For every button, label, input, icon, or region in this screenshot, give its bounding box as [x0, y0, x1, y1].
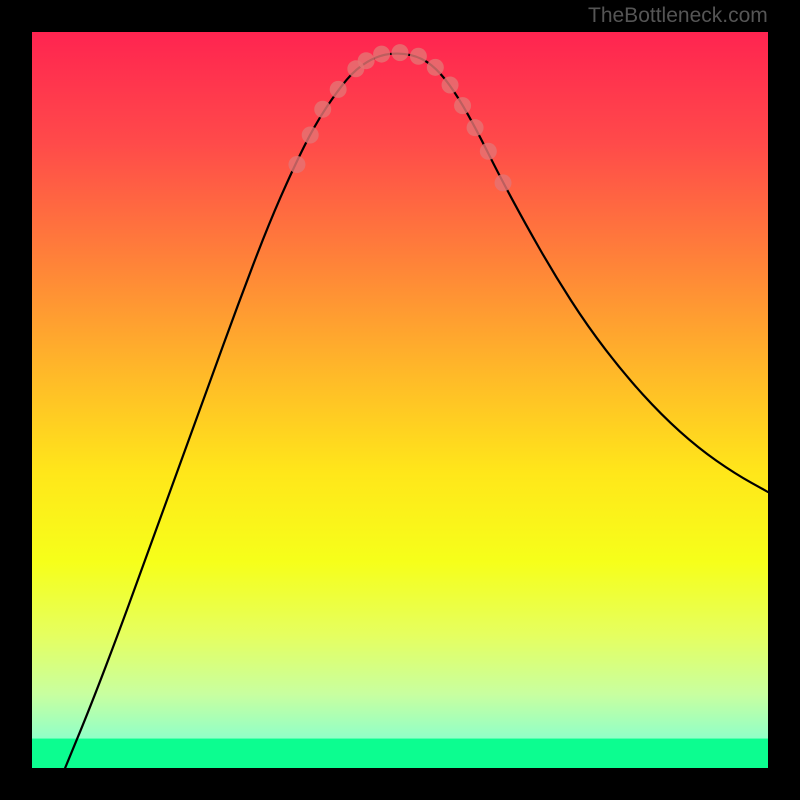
bottom-band: [32, 739, 768, 768]
curve-marker: [373, 46, 390, 63]
curve-marker: [358, 52, 375, 69]
curve-marker: [302, 127, 319, 144]
curve-marker: [314, 101, 331, 118]
plot-area: [32, 32, 768, 768]
curve-marker: [454, 97, 471, 114]
curve-marker: [427, 59, 444, 76]
curve-marker: [288, 156, 305, 173]
curve-marker: [467, 119, 484, 136]
watermark-label: TheBottleneck.com: [588, 4, 768, 28]
curve-marker: [410, 48, 427, 65]
curve-marker: [480, 143, 497, 160]
curve-marker: [495, 174, 512, 191]
curve-marker: [392, 44, 409, 61]
curve-marker: [442, 76, 459, 93]
chart-container: TheBottleneck.com: [0, 0, 800, 800]
plot-svg: [32, 32, 768, 768]
gradient-background: [32, 32, 768, 768]
curve-marker: [330, 81, 347, 98]
